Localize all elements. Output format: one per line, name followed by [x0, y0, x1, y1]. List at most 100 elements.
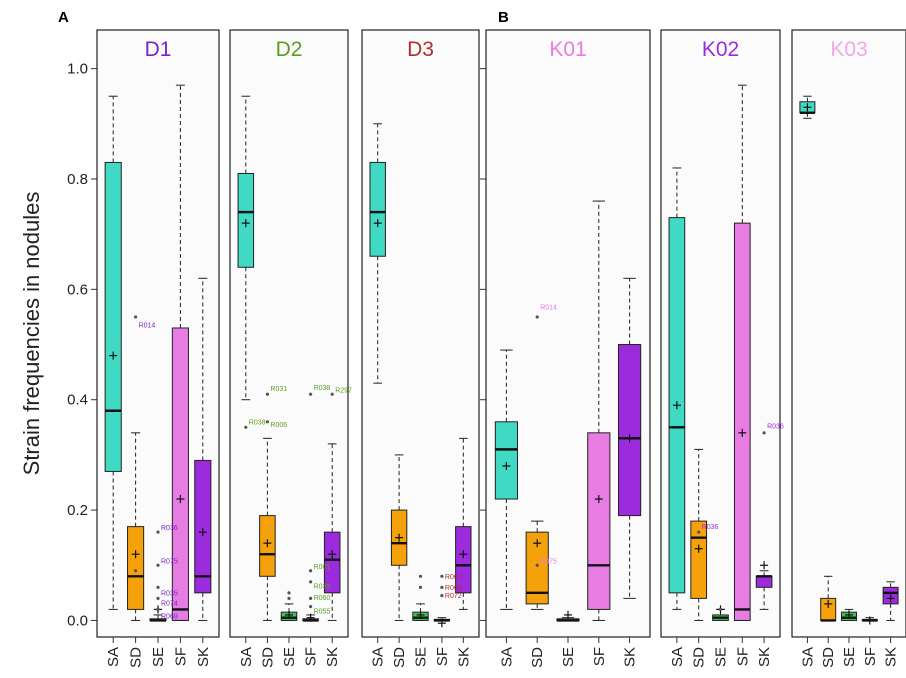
x-tick-label-sf: SF	[434, 647, 451, 666]
outlier-label-r060: R060	[314, 595, 331, 602]
box-k01-sd-iqr	[525, 531, 549, 605]
group-label-b: B	[498, 9, 509, 26]
outlier-label-r039: R039	[314, 584, 331, 591]
panel-title-d3: D3	[407, 38, 434, 61]
x-tick-label-sf: SF	[591, 647, 608, 666]
outlier-point-d3	[440, 574, 444, 578]
outlier-point-k02	[762, 431, 766, 435]
x-tick-label-se: SE	[713, 647, 730, 667]
outlier-label-r036: R036	[161, 525, 178, 532]
y-tick-label: 0.6	[67, 281, 88, 298]
outlier-label-r014: R014	[139, 323, 156, 330]
outlier-point-k01	[535, 563, 539, 567]
outlier-point-d2	[287, 591, 291, 595]
box-k01-sa-iqr	[494, 421, 518, 500]
outlier-label-r035: R035	[161, 590, 178, 597]
box-k02-sf-iqr	[733, 222, 751, 621]
outlier-label-r074: R074	[161, 600, 178, 607]
outlier-label-r031: R031	[270, 386, 287, 393]
outlier-point-d2	[309, 596, 313, 600]
x-tick-label-se: SE	[150, 647, 167, 667]
outlier-label-r069: R069	[161, 614, 178, 621]
x-tick-label-sf: SF	[172, 647, 189, 666]
outlier-label-r072: R072	[445, 593, 462, 600]
y-axis-label: Strain frequencies in nodules	[19, 192, 44, 476]
outlier-label-r038: R038	[314, 385, 331, 392]
outlier-point-d2	[265, 420, 269, 424]
y-tick-label: 1.0	[67, 61, 88, 78]
x-tick-label-sd: SD	[259, 647, 276, 668]
box-k01-sf-iqr	[587, 432, 611, 610]
outlier-point-d1	[134, 569, 138, 573]
outlier-point-d2	[330, 392, 334, 396]
x-tick-label-sf: SF	[303, 647, 320, 666]
outlier-point-d2	[265, 392, 269, 396]
x-tick-label-sf: SF	[734, 647, 751, 666]
x-tick-label-sa: SA	[669, 647, 686, 667]
x-tick-label-sa: SA	[105, 647, 122, 667]
outlier-label-r075: R075	[540, 558, 557, 565]
outlier-point-k01	[535, 315, 539, 319]
box-k02-sd-iqr	[690, 520, 708, 599]
outlier-point-d2	[287, 596, 291, 600]
x-tick-label-sa: SA	[370, 647, 387, 667]
box-d3-sk-iqr	[455, 526, 472, 594]
outlier-point-d1	[156, 563, 160, 567]
x-tick-label-sa: SA	[238, 647, 255, 667]
outlier-point-d2	[309, 569, 313, 573]
x-tick-label-se: SE	[413, 647, 430, 667]
outlier-label-r014: R014	[540, 305, 557, 312]
panel-title-k02: K02	[702, 38, 739, 61]
outlier-point-d2	[309, 392, 313, 396]
group-label-a: A	[58, 9, 69, 26]
outlier-label-r001: R001	[314, 564, 331, 571]
panel-title-d2: D2	[276, 38, 303, 61]
x-tick-label-sk: SK	[883, 647, 900, 667]
outlier-point-d1	[156, 530, 160, 534]
outlier-point-k02	[697, 530, 701, 534]
x-tick-label-sd: SD	[691, 647, 708, 668]
box-k02-sk-iqr	[755, 575, 773, 588]
outlier-point-d1	[156, 607, 160, 612]
x-tick-label-sk: SK	[756, 647, 773, 667]
outlier-point-d3	[440, 585, 444, 589]
outlier-label-r067: R067	[445, 574, 462, 581]
outlier-point-d2	[244, 425, 248, 429]
x-tick-label-se: SE	[281, 647, 298, 667]
outlier-point-d2	[309, 580, 313, 584]
panel-title-k03: K03	[830, 38, 867, 61]
x-tick-label-sk: SK	[324, 647, 341, 667]
outlier-label-r038: R038	[249, 419, 266, 426]
outlier-label-r055: R055	[314, 609, 331, 616]
panel-frame-k03	[791, 29, 906, 638]
box-d1-sa-iqr	[104, 161, 122, 472]
panel-title-k01: K01	[549, 38, 586, 61]
x-tick-label-sd: SD	[820, 647, 837, 668]
x-tick-label-se: SE	[560, 647, 577, 667]
outlier-label-r036: R036	[767, 424, 784, 431]
x-tick-label-sd: SD	[128, 647, 145, 668]
outlier-point-d2	[309, 605, 313, 609]
x-tick-label-sk: SK	[622, 647, 639, 667]
outlier-label-r297: R297	[335, 387, 352, 394]
outlier-label-r036: R036	[702, 524, 719, 531]
y-tick-label: 0.0	[67, 612, 88, 629]
outlier-point-d1	[134, 315, 138, 319]
x-tick-label-se: SE	[841, 647, 858, 667]
x-tick-label-sk: SK	[195, 647, 212, 667]
outlier-point-d3	[418, 574, 423, 578]
box-d3-sa-iqr	[369, 161, 386, 257]
y-tick-label: 0.4	[67, 392, 88, 409]
box-d1-sf-iqr	[171, 327, 189, 621]
outlier-label-r068: R068	[445, 585, 462, 592]
x-tick-label-sa: SA	[498, 647, 515, 667]
outlier-point-k02	[718, 607, 723, 612]
outlier-label-r075: R075	[161, 558, 178, 565]
outlier-point-d1	[156, 585, 160, 589]
box-d1-sk-iqr	[194, 459, 212, 594]
box-k01-sk-iqr	[618, 344, 642, 517]
outlier-point-d1	[156, 596, 160, 600]
y-tick-label: 0.2	[67, 502, 88, 519]
x-tick-label-sd: SD	[529, 647, 546, 668]
